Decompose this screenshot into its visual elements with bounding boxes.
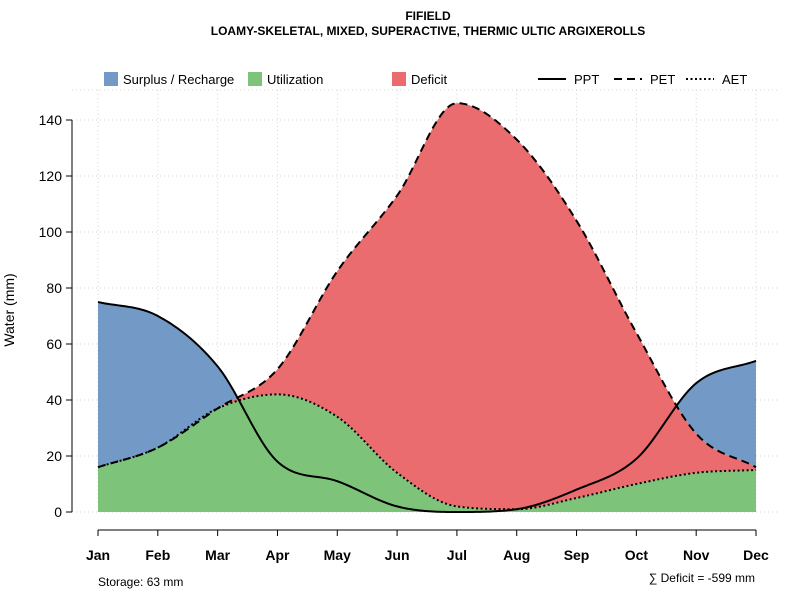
legend-swatch-1 <box>248 72 262 86</box>
x-tick-label: May <box>324 547 351 563</box>
x-tick-label: Aug <box>503 547 530 563</box>
legend: Surplus / Recharge Utilization Deficit PPT P… <box>104 72 747 87</box>
y-tick-label: 20 <box>46 448 62 464</box>
y-tick-label: 140 <box>39 112 63 128</box>
legend-swatch-2 <box>392 72 406 86</box>
x-tick-label: Jan <box>86 547 110 563</box>
y-axis-label: Water (mm) <box>1 273 17 346</box>
legend-label-2: Deficit <box>411 72 448 87</box>
y-tick-label: 120 <box>39 168 63 184</box>
axes: 0 20 40 60 80 100 120 140 Jan Feb Mar Apr May Jun Jul A… <box>39 112 769 563</box>
y-tick-label: 80 <box>46 280 62 296</box>
area-fills <box>98 103 756 512</box>
y-tick-label: 60 <box>46 336 62 352</box>
x-tick-label: Nov <box>683 547 710 563</box>
series-line-ppt <box>97 301 757 513</box>
y-tick-label: 0 <box>54 504 62 520</box>
surplus-recharge-area <box>98 103 756 468</box>
deficit-area <box>98 103 756 510</box>
y-tick-label: 100 <box>39 224 63 240</box>
x-tick-label: Feb <box>145 547 170 563</box>
series-lines <box>97 102 757 513</box>
x-tick-label: Dec <box>743 547 769 563</box>
series-line-aet <box>97 393 757 511</box>
x-tick-label: Sep <box>564 547 590 563</box>
x-tick-label: Mar <box>205 547 230 563</box>
legend-label-0: Surplus / Recharge <box>123 72 234 87</box>
utilization-area <box>98 394 756 512</box>
chart-subtitle: LOAMY-SKELETAL, MIXED, SUPERACTIVE, THER… <box>211 24 645 38</box>
series-line-pet <box>97 102 757 469</box>
x-tick-label: Jun <box>385 547 410 563</box>
storage-annotation: Storage: 63 mm <box>98 575 183 589</box>
legend-swatch-0 <box>104 72 118 86</box>
legend-line-label-ppt: PPT <box>574 72 599 87</box>
y-tick-label: 40 <box>46 392 62 408</box>
legend-label-1: Utilization <box>267 72 323 87</box>
x-tick-label: Oct <box>625 547 649 563</box>
x-tick-label: Jul <box>447 547 467 563</box>
legend-line-label-aet: AET <box>722 72 747 87</box>
x-tick-label: Apr <box>265 547 290 563</box>
deficit-annotation: ∑ Deficit = -599 mm <box>649 571 755 585</box>
legend-line-label-pet: PET <box>650 72 675 87</box>
chart-title: FIFIELD <box>405 9 451 23</box>
